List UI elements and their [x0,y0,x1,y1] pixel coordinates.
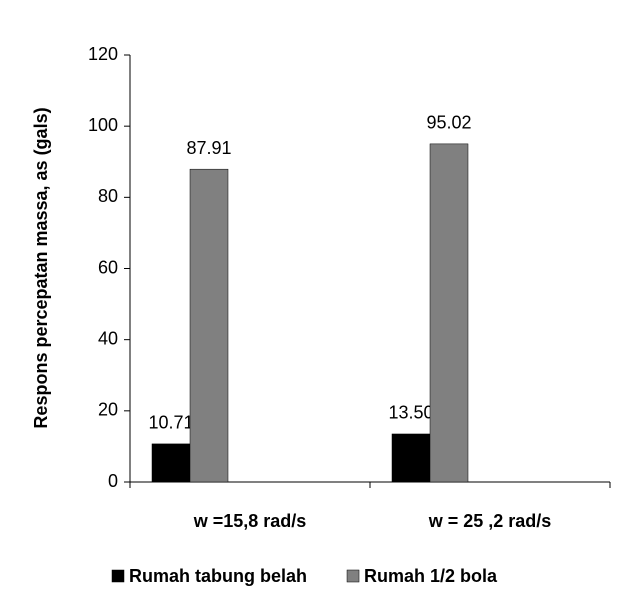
legend-swatch [111,569,125,583]
y-tick-label: 80 [98,186,118,206]
y-tick-label: 60 [98,257,118,277]
bar [189,168,229,483]
y-tick-label: 40 [98,328,118,348]
legend-swatch [346,569,360,583]
y-tick-label: 20 [98,400,118,420]
x-tick-label: w = 25 ,2 rad/s [428,511,552,531]
legend-label: Rumah tabung belah [129,566,307,586]
bar [429,143,469,483]
bar [151,443,191,483]
bar [391,433,431,483]
y-tick-label: 120 [88,44,118,64]
value-label: 13.50 [388,403,433,423]
y-tick-label: 100 [88,115,118,135]
value-label: 87.91 [186,138,231,158]
x-tick-label: w =15,8 rad/s [193,511,307,531]
legend-label: Rumah 1/2 bola [364,566,498,586]
y-tick-label: 0 [108,471,118,491]
value-label: 95.02 [426,113,471,133]
value-label: 10.71 [148,413,193,433]
y-axis-title: Respons percepatan massa, as (gals) [31,107,51,428]
